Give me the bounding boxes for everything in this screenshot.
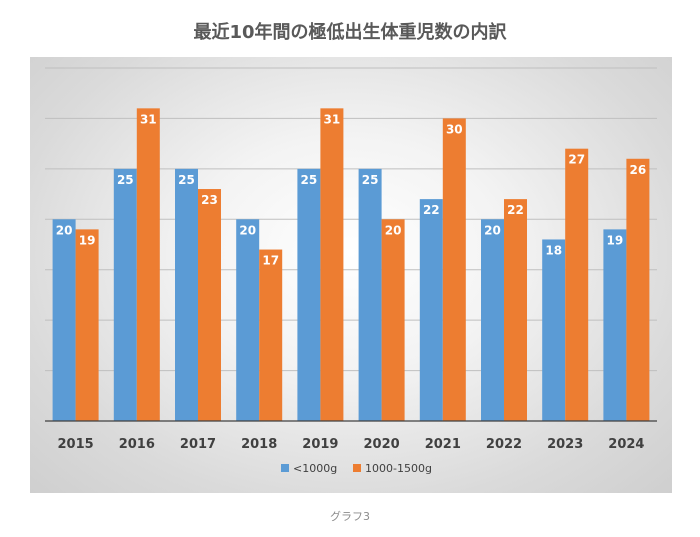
figure-caption: グラフ3 — [330, 510, 370, 523]
bar-1000-1500g-2021 — [442, 118, 466, 421]
data-label: 25 — [362, 173, 379, 187]
bar-1000-1500g-2017 — [198, 189, 221, 421]
bar-1000-1500g-2018 — [259, 249, 283, 421]
x-tick-label: 2023 — [547, 437, 583, 452]
data-label: 20 — [484, 223, 501, 237]
data-labels: 20 19 25 31 25 23 20 17 25 31 25 20 22 30 20 22 18 27 19 26 — [56, 112, 647, 267]
data-label: 20 — [385, 223, 402, 237]
bar-under-1000g-2017 — [175, 168, 198, 421]
data-label: 25 — [301, 173, 318, 187]
x-tick-label: 2022 — [486, 437, 522, 452]
data-label: 19 — [79, 233, 96, 247]
data-label: 17 — [262, 254, 279, 268]
data-label: 27 — [568, 153, 585, 167]
bar-under-1000g-2021 — [419, 199, 443, 421]
data-label: 25 — [178, 173, 195, 187]
data-label: 26 — [630, 163, 647, 177]
bar-1000-1500g-2020 — [381, 219, 405, 421]
x-tick-label: 2015 — [58, 437, 94, 452]
bar-chart: 2019253125232017253125202230202218271926… — [45, 67, 657, 475]
bar-under-1000g-2016 — [113, 168, 137, 421]
bar-1000-1500g-2023 — [565, 148, 589, 421]
data-label: 20 — [239, 223, 256, 237]
legend-swatch — [353, 464, 361, 472]
data-label: 31 — [324, 112, 341, 126]
data-label: 31 — [140, 112, 157, 126]
x-tick-label: 2019 — [302, 437, 338, 452]
chart-title: 最近10年間の極低出生体重児数の内訳 — [193, 22, 507, 43]
legend-swatch — [281, 464, 289, 472]
bar-under-1000g-2020 — [358, 168, 382, 421]
bar-under-1000g-2019 — [297, 168, 321, 421]
bar-1000-1500g-2022 — [504, 199, 527, 421]
data-label: 20 — [56, 223, 73, 237]
x-tick-label: 2020 — [364, 437, 400, 452]
bar-under-1000g-2018 — [236, 219, 260, 421]
x-axis: 2015 2016 2017 2018 2019 2020 2021 2022 2023 2024 — [45, 420, 657, 452]
bar-1000-1500g-2015 — [75, 229, 99, 421]
data-label: 30 — [446, 122, 463, 136]
legend: <1000g 1000-1500g — [281, 462, 432, 475]
x-tick-label: 2018 — [241, 437, 277, 452]
x-tick-label: 2016 — [119, 437, 155, 452]
bar-under-1000g-2015 — [52, 219, 76, 421]
data-label: 22 — [423, 203, 440, 217]
x-tick-label: 2024 — [608, 437, 644, 452]
data-label: 23 — [201, 193, 218, 207]
bar-1000-1500g-2016 — [136, 108, 160, 421]
bar-under-1000g-2024 — [603, 229, 627, 421]
data-label: 19 — [607, 233, 624, 247]
x-tick-label: 2021 — [425, 437, 461, 452]
legend-label: 1000-1500g — [365, 462, 432, 475]
bars — [52, 108, 650, 421]
data-label: 25 — [117, 173, 134, 187]
legend-label: <1000g — [293, 462, 337, 475]
data-label: 18 — [545, 243, 562, 257]
bar-1000-1500g-2019 — [320, 108, 344, 421]
bar-under-1000g-2023 — [542, 239, 566, 421]
bar-under-1000g-2022 — [481, 219, 504, 421]
bar-1000-1500g-2024 — [626, 158, 650, 421]
x-tick-label: 2017 — [180, 437, 216, 452]
data-label: 22 — [507, 203, 524, 217]
